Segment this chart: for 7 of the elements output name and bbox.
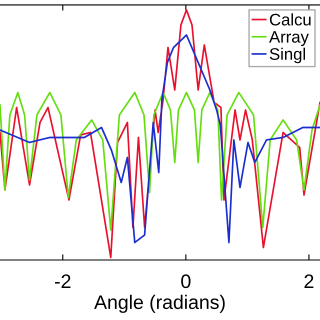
legend-label: Array <box>269 31 309 46</box>
x-tick-label: 2 <box>304 274 314 288</box>
legend-label: Calcu <box>270 13 311 26</box>
x-tick-label: -2 <box>54 274 70 288</box>
legend-label: Singl <box>270 48 306 64</box>
x-tick-label: 0 <box>181 274 190 288</box>
x-axis-title: Angle (radians) <box>94 294 225 313</box>
